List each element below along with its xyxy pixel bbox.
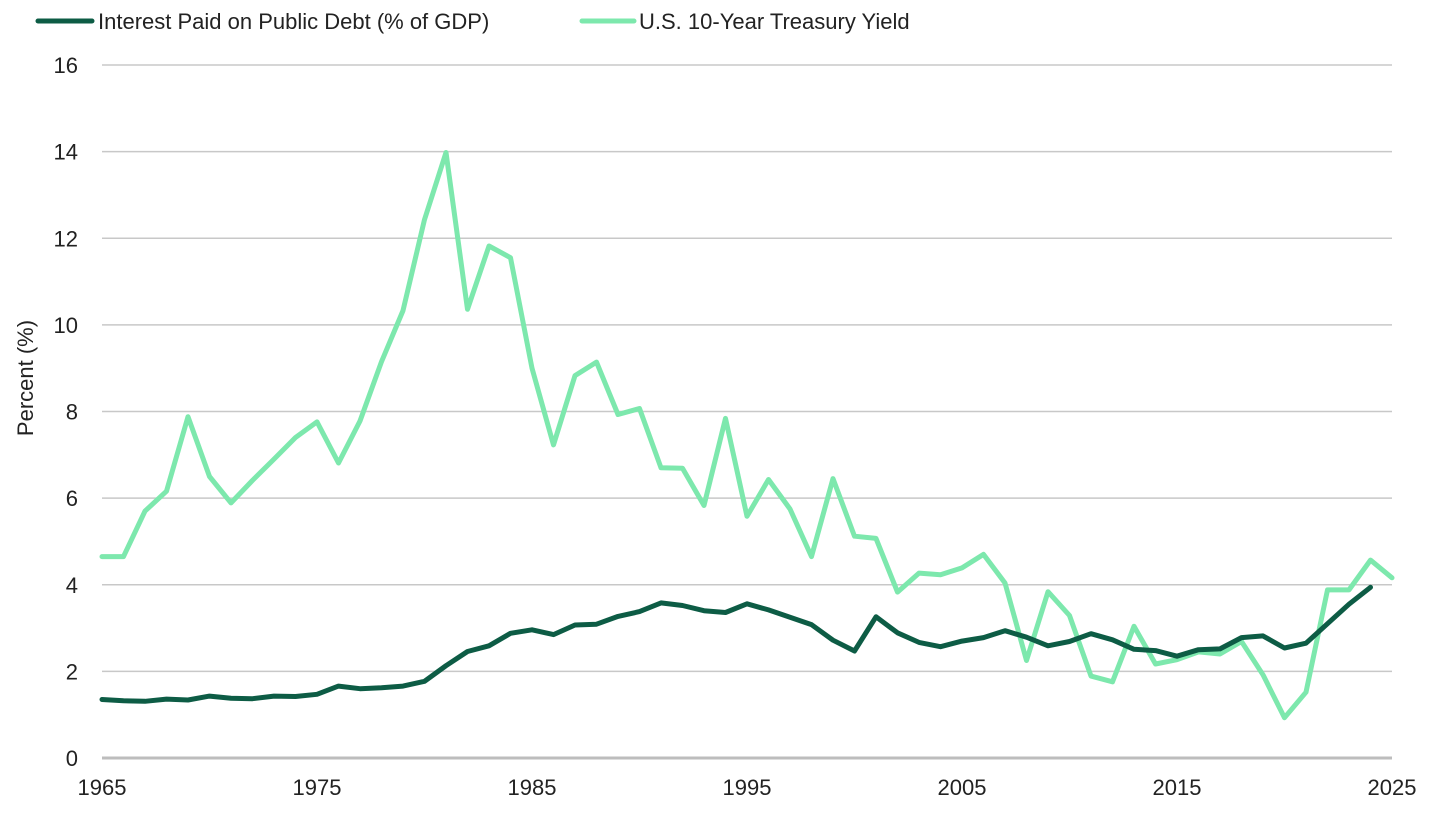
x-tick-label: 1995 xyxy=(723,775,772,800)
y-tick-label: 12 xyxy=(54,226,78,251)
legend: Interest Paid on Public Debt (% of GDP) … xyxy=(35,9,910,34)
series-line-interest-paid xyxy=(99,584,1373,704)
y-tick-label: 16 xyxy=(54,53,78,78)
x-tick-label: 1975 xyxy=(293,775,342,800)
series-layer xyxy=(99,150,1395,721)
x-tick-label: 2015 xyxy=(1153,775,1202,800)
x-tick-label: 2025 xyxy=(1368,775,1417,800)
x-tick-label: 1985 xyxy=(508,775,557,800)
y-axis-ticks: 0 2 4 6 8 10 12 14 16 xyxy=(54,53,78,771)
x-tick-label: 2005 xyxy=(938,775,987,800)
x-tick-label: 1965 xyxy=(78,775,127,800)
y-tick-label: 4 xyxy=(66,573,78,598)
series-line-treasury-yield xyxy=(99,150,1395,721)
y-axis-title: Percent (%) xyxy=(13,320,38,436)
y-tick-label: 2 xyxy=(66,659,78,684)
y-tick-label: 14 xyxy=(54,140,78,165)
legend-label-interest-paid: Interest Paid on Public Debt (% of GDP) xyxy=(98,9,489,34)
y-tick-label: 0 xyxy=(66,746,78,771)
y-tick-label: 10 xyxy=(54,313,78,338)
x-axis-ticks: 1965 1975 1985 1995 2005 2015 2025 xyxy=(78,775,1417,800)
y-tick-label: 6 xyxy=(66,486,78,511)
legend-item-treasury-yield: U.S. 10-Year Treasury Yield xyxy=(579,9,910,34)
gridlines xyxy=(102,64,1392,760)
legend-item-interest-paid: Interest Paid on Public Debt (% of GDP) xyxy=(35,9,489,34)
legend-label-treasury-yield: U.S. 10-Year Treasury Yield xyxy=(639,9,910,34)
y-tick-label: 8 xyxy=(66,400,78,425)
